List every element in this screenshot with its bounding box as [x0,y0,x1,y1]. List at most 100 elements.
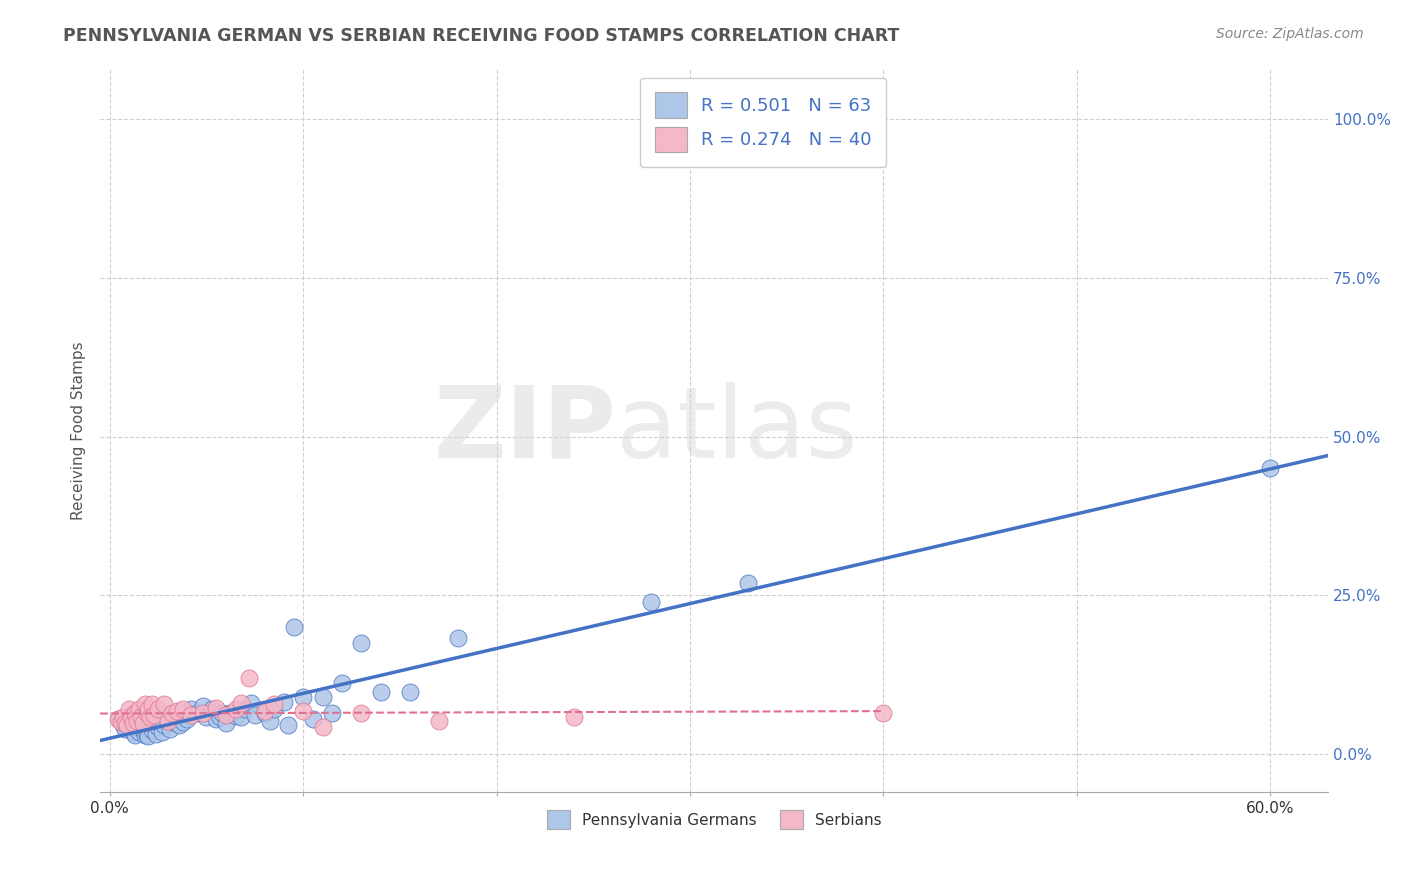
Point [263,698,285,712]
Point [166,716,188,731]
Point [118,708,141,723]
Point [215,707,238,722]
Point [172,702,194,716]
Point [112,710,135,724]
Point [135,726,157,740]
Point [205,712,228,726]
Point [159,722,181,736]
Point [150,724,173,739]
Point [186,706,208,720]
Point [166,704,188,718]
Point [156,715,179,730]
Point [273,695,295,709]
Point [238,671,260,685]
Point [253,706,276,720]
Point [146,720,169,734]
Point [124,728,146,742]
Point [143,707,166,722]
Text: ZIP: ZIP [433,382,616,479]
Point [447,632,470,646]
Point [1258,461,1281,475]
Point [176,712,198,726]
Point [180,707,202,722]
Point [120,710,142,724]
Point [128,724,150,739]
Text: Source: ZipAtlas.com: Source: ZipAtlas.com [1216,27,1364,41]
Point [321,706,343,720]
Point [208,710,231,724]
Point [118,715,141,730]
Point [211,706,233,720]
Point [118,702,141,716]
Point [146,702,169,716]
Point [108,712,131,726]
Point [139,718,162,732]
Point [172,715,194,730]
Point [224,708,246,723]
Point [112,718,135,732]
Y-axis label: Receiving Food Stamps: Receiving Food Stamps [72,341,86,519]
Point [122,724,145,739]
Point [311,690,333,704]
Point [263,702,285,716]
Point [138,702,160,716]
Point [292,690,315,704]
Point [224,702,246,716]
Point [292,704,315,718]
Point [131,723,153,737]
Point [562,710,585,724]
Point [128,702,150,716]
Point [131,716,153,731]
Point [134,698,156,712]
Point [205,700,228,714]
Legend: Pennsylvania Germans, Serbians: Pennsylvania Germans, Serbians [541,804,887,835]
Point [231,696,253,710]
Point [240,696,263,710]
Point [138,722,160,736]
Point [215,716,238,731]
Point [277,718,299,732]
Point [129,710,152,724]
Point [302,712,325,726]
Point [180,702,202,716]
Point [218,706,240,720]
Point [129,718,152,732]
Point [149,716,172,731]
Point [427,714,450,728]
Point [233,702,256,716]
Point [141,723,163,737]
Point [737,575,759,590]
Point [122,716,145,731]
Point [259,714,281,728]
Point [124,706,146,720]
Point [195,710,218,724]
Point [153,698,176,712]
Point [253,704,276,718]
Point [191,706,214,720]
Point [201,702,224,716]
Point [107,712,129,726]
Point [110,715,132,730]
Text: atlas: atlas [616,382,858,479]
Point [191,699,214,714]
Text: PENNSYLVANIA GERMAN VS SERBIAN RECEIVING FOOD STAMPS CORRELATION CHART: PENNSYLVANIA GERMAN VS SERBIAN RECEIVING… [63,27,900,45]
Point [169,718,191,732]
Point [398,684,420,698]
Point [114,722,136,736]
Point [135,706,157,720]
Point [141,698,163,712]
Point [231,710,253,724]
Point [143,716,166,731]
Point [125,720,148,734]
Point [125,714,148,728]
Point [350,636,373,650]
Point [153,718,176,732]
Point [138,729,160,743]
Point [160,706,183,720]
Point [145,726,167,740]
Point [370,684,392,698]
Point [243,707,266,722]
Point [283,620,305,634]
Point [134,728,156,742]
Point [350,706,373,720]
